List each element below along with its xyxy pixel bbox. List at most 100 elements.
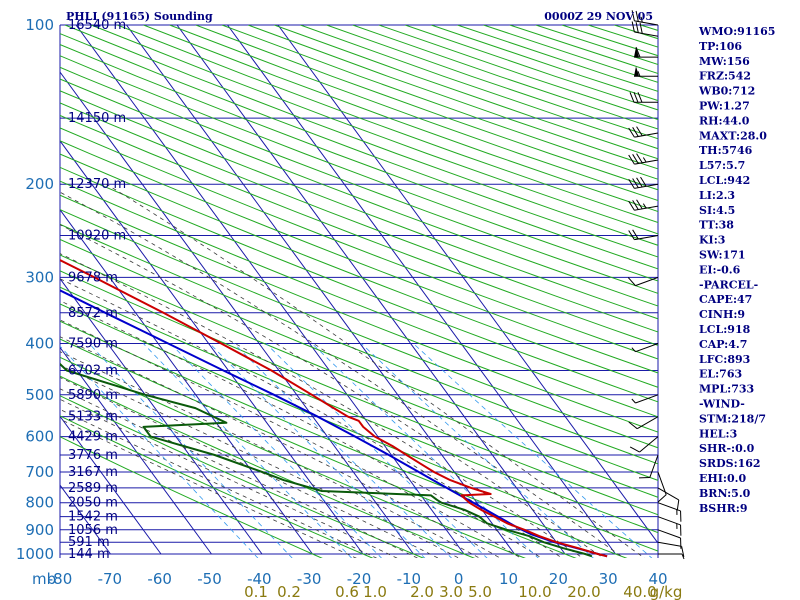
wind-barb-feather <box>637 92 643 103</box>
isotherm-line <box>60 71 414 555</box>
wind-barb <box>634 46 658 58</box>
isotherm-line <box>60 277 263 555</box>
temperature-tick-label: 30 <box>599 570 618 588</box>
wind-barb-feather <box>635 22 639 33</box>
wind-barb <box>631 10 659 26</box>
dry-adiabat <box>60 223 658 465</box>
wind-barb <box>631 394 659 404</box>
sounding-index-line: MAXT:28.0 <box>699 129 767 142</box>
pressure-label: 1000 <box>16 545 54 563</box>
sounding-index-line: SRDS:162 <box>699 457 761 470</box>
sounding-indices-panel: WMO:91165 TP:106 MW:156 FRZ:542 WB0:712 PW:1.… <box>698 25 775 515</box>
dry-adiabat <box>60 303 658 552</box>
wind-barb <box>628 199 659 211</box>
dry-adiabat-lines <box>60 25 658 558</box>
temperature-tick-label: -60 <box>147 570 172 588</box>
wind-barb-feather <box>632 178 639 188</box>
pressure-label: 500 <box>25 386 54 404</box>
mixing-ratio-label: 20.0 <box>567 583 600 600</box>
wind-barb <box>657 516 682 536</box>
dry-adiabat <box>60 102 658 333</box>
dry-adiabat <box>60 153 658 388</box>
wind-barb-feather <box>680 524 682 536</box>
wind-barb-feather <box>627 277 636 286</box>
mixing-ratio-lines <box>60 343 653 558</box>
mixing-ratio-line <box>413 343 653 558</box>
wind-barb-feather <box>636 153 643 164</box>
wind-barb-feather <box>631 10 635 21</box>
temperature-tick-label: -40 <box>247 570 272 588</box>
wind-barb-feather <box>632 127 639 137</box>
sounding-index-line: PW:1.27 <box>699 100 750 113</box>
temperature-tick-label: 40 <box>648 570 667 588</box>
height-label: 14150 m <box>68 111 126 126</box>
pressure-labels: 100 200 300 400 500 600 700 800 900 1000 <box>16 16 54 563</box>
sounding-index-line: WB0:712 <box>698 85 755 98</box>
wind-barb-feather <box>629 446 640 453</box>
wind-barb <box>631 343 659 353</box>
mixing-ratio-label: 2.0 <box>410 583 434 600</box>
dry-adiabat <box>60 55 658 282</box>
wind-barb-feather <box>628 230 635 240</box>
wind-barb-feather <box>636 126 643 137</box>
height-label: 1056 m <box>68 523 118 538</box>
wind-barb-column <box>627 10 685 560</box>
wind-barb <box>657 529 682 549</box>
mixing-ratio-label: 10.0 <box>518 583 551 600</box>
sounding-index-line: L57:5.7 <box>699 159 745 172</box>
height-label: 2589 m <box>68 481 118 496</box>
pressure-label: 900 <box>25 521 54 539</box>
dry-adiabat <box>60 320 628 558</box>
mixing-ratio-line <box>143 343 353 558</box>
isotherm-line <box>75 25 465 555</box>
isotherm-line <box>60 140 364 555</box>
dry-adiabat <box>60 436 323 558</box>
wind-barb-feather <box>635 10 639 22</box>
isotherm-line <box>176 25 566 555</box>
wind-barb <box>628 416 659 430</box>
height-label: 9678 m <box>68 270 118 285</box>
wind-barb-half-feather <box>637 71 641 77</box>
wind-barb <box>628 229 659 241</box>
dry-adiabat <box>60 209 658 449</box>
wind-barb-feather <box>632 229 639 240</box>
sounding-index-line: MPL:733 <box>699 383 754 396</box>
wind-barb-feather <box>680 537 682 549</box>
height-label: 591 m <box>68 535 110 550</box>
sounding-index-line: MW:156 <box>699 55 750 68</box>
dry-adiabat <box>60 66 658 294</box>
sounding-index-line: TT:38 <box>699 219 734 232</box>
temperature-trace <box>60 259 608 558</box>
wind-barb-feather <box>631 21 635 33</box>
isotherm-line <box>60 346 212 555</box>
temperature-tick-label: -10 <box>397 570 422 588</box>
pressure-label: 100 <box>25 16 54 34</box>
dry-adiabat <box>60 140 658 374</box>
height-label: 5890 m <box>68 388 118 403</box>
wind-barb-staff <box>635 343 659 353</box>
sounding-index-line: WMO:91165 <box>698 25 775 38</box>
dry-adiabat <box>60 78 658 307</box>
isotherm-line <box>60 415 162 555</box>
wind-barb-staff <box>657 502 681 512</box>
sounding-index-line: LCL:942 <box>699 174 750 187</box>
wind-barb <box>628 153 659 165</box>
wind-barb-pennant <box>634 47 639 58</box>
sounding-index-line: RH:44.0 <box>699 114 750 127</box>
sounding-index-line: CAPE:47 <box>699 293 752 306</box>
height-label: 8572 m <box>68 306 118 321</box>
height-label: 4429 m <box>68 430 118 445</box>
mixing-ratio-label: 1.0 <box>363 583 387 600</box>
sounding-index-line: SW:171 <box>699 249 746 262</box>
chart-title: PHLI (91165) Sounding <box>66 10 213 23</box>
dry-adiabat <box>60 415 374 558</box>
wind-barb-feather <box>657 494 667 503</box>
mixing-ratio-label: 0.1 <box>244 583 268 600</box>
wind-barb <box>658 553 685 560</box>
wind-barb-staff <box>657 516 681 526</box>
pressure-label: 700 <box>25 463 54 481</box>
wind-barb <box>629 92 658 103</box>
mixing-ratio-label: 0.6 <box>335 583 359 600</box>
wind-barb-feather <box>640 176 647 187</box>
sounding-index-line: TP:106 <box>699 40 742 53</box>
